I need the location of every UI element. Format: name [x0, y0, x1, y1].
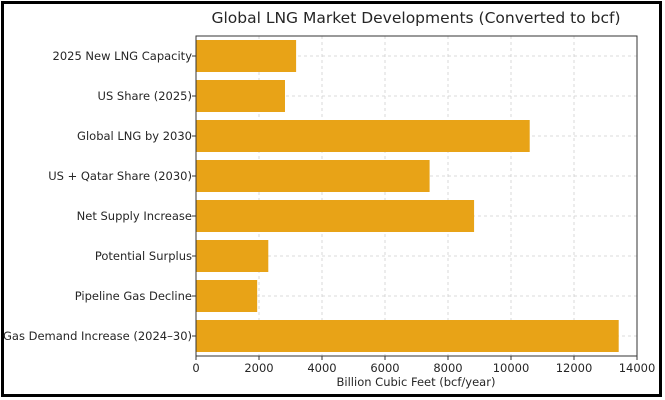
category-label: Potential Surplus: [95, 249, 192, 263]
category-label: Global LNG by 2030: [77, 129, 192, 143]
chart-title: Global LNG Market Developments (Converte…: [211, 9, 620, 27]
category-label: US Share (2025): [98, 89, 192, 103]
plot-border: [195, 35, 638, 357]
bar: [196, 40, 297, 72]
bar: [196, 80, 285, 112]
category-label: Net Supply Increase: [77, 209, 192, 223]
bar: [196, 120, 530, 152]
bars: [196, 40, 619, 352]
x-tick-label: 14000: [619, 361, 656, 375]
category-label: 2025 New LNG Capacity: [53, 49, 193, 63]
x-tick-label: 4000: [307, 361, 336, 375]
bar: [196, 240, 269, 272]
bar: [196, 320, 619, 352]
bar: [196, 160, 430, 192]
x-tick-label: 8000: [433, 361, 462, 375]
x-tick-label: 0: [192, 361, 199, 375]
category-label: Gas Demand Increase (2024–30): [3, 329, 192, 343]
x-tick-label: 6000: [370, 361, 399, 375]
category-label: Pipeline Gas Decline: [75, 289, 192, 303]
x-tick-label: 10000: [493, 361, 530, 375]
category-label: US + Qatar Share (2030): [48, 169, 192, 183]
x-tick-label: 2000: [244, 361, 273, 375]
bar: [196, 280, 258, 312]
x-tick-label: 12000: [556, 361, 593, 375]
x-axis-label: Billion Cubic Feet (bcf/year): [337, 375, 496, 389]
bar: [196, 200, 475, 232]
axes: 0 2000 4000 6000 8000 10000 12000 14000 2025 New…: [3, 35, 656, 375]
